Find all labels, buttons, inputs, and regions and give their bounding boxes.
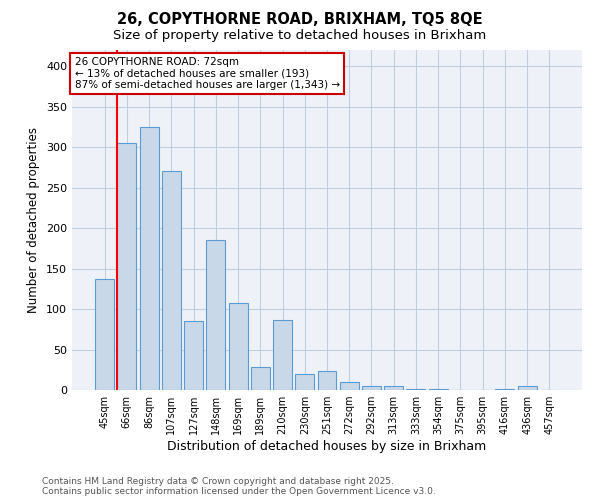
Text: 26 COPYTHORNE ROAD: 72sqm
← 13% of detached houses are smaller (193)
87% of semi: 26 COPYTHORNE ROAD: 72sqm ← 13% of detac… <box>74 57 340 90</box>
Bar <box>406 389 425 390</box>
Y-axis label: Number of detached properties: Number of detached properties <box>28 127 40 313</box>
Bar <box>184 321 203 390</box>
Text: 26, COPYTHORNE ROAD, BRIXHAM, TQ5 8QE: 26, COPYTHORNE ROAD, BRIXHAM, TQ5 8QE <box>117 12 483 28</box>
Bar <box>340 382 359 390</box>
X-axis label: Distribution of detached houses by size in Brixham: Distribution of detached houses by size … <box>167 440 487 453</box>
Text: Size of property relative to detached houses in Brixham: Size of property relative to detached ho… <box>113 29 487 42</box>
Bar <box>295 374 314 390</box>
Text: Contains HM Land Registry data © Crown copyright and database right 2025.
Contai: Contains HM Land Registry data © Crown c… <box>42 476 436 496</box>
Bar <box>518 386 536 390</box>
Bar <box>162 172 181 390</box>
Bar <box>95 279 114 390</box>
Bar <box>496 389 514 390</box>
Bar <box>251 368 270 390</box>
Bar <box>362 386 381 390</box>
Bar <box>384 386 403 390</box>
Bar <box>118 143 136 390</box>
Bar <box>429 389 448 390</box>
Bar <box>140 127 158 390</box>
Bar <box>317 372 337 390</box>
Bar <box>206 240 225 390</box>
Bar <box>273 320 292 390</box>
Bar <box>229 304 248 390</box>
